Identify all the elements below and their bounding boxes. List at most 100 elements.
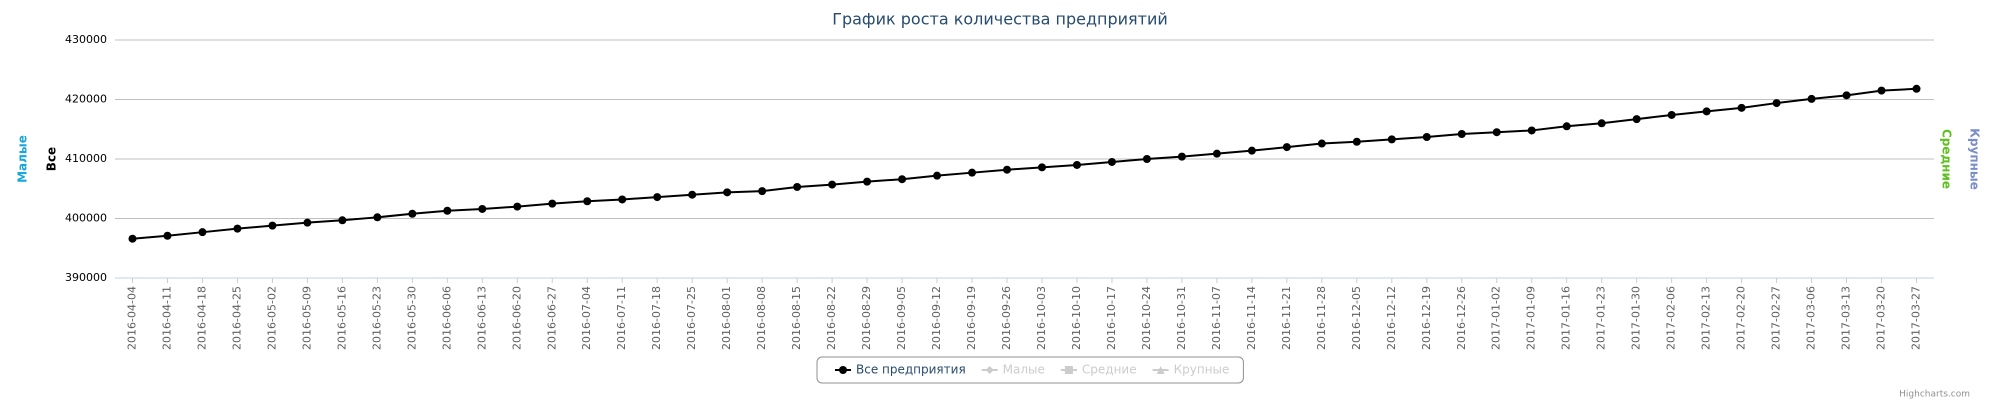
x-tick-label: 2016-12-05 <box>1350 286 1363 350</box>
point <box>1107 157 1116 166</box>
point <box>408 209 417 218</box>
x-tick-label: 2016-04-25 <box>230 286 243 350</box>
axis-title: Малые <box>16 135 30 183</box>
point <box>968 168 977 177</box>
point <box>1667 110 1676 119</box>
x-tick-label: 2016-05-02 <box>265 286 278 350</box>
x-tick-label: 2017-01-23 <box>1595 286 1608 350</box>
point <box>1737 103 1746 112</box>
point <box>1842 91 1851 100</box>
x-tick-label: 2016-06-13 <box>475 286 488 350</box>
x-tick-label: 2016-08-15 <box>790 286 803 350</box>
y-tick-label: 420000 <box>65 93 107 106</box>
point <box>163 231 172 240</box>
x-tick-label: 2016-07-25 <box>685 286 698 350</box>
x-tick-label: 2016-10-24 <box>1140 286 1153 350</box>
point <box>1247 146 1256 155</box>
x-tick-label: 2017-03-06 <box>1805 286 1818 350</box>
axis-title: Крупные <box>1968 128 1982 190</box>
x-tick-label: 2016-08-29 <box>860 286 873 350</box>
point <box>1772 99 1781 108</box>
point <box>128 234 137 243</box>
x-tick-label: 2016-07-18 <box>650 286 663 350</box>
legend-label[interactable]: Малые <box>1003 363 1045 377</box>
point <box>1457 130 1466 139</box>
point <box>985 366 994 374</box>
credits: Highcharts.com <box>1899 390 1970 400</box>
x-tick-label: 2016-11-07 <box>1210 286 1223 350</box>
axis-title: Все <box>45 147 59 171</box>
x-tick-label: 2016-09-26 <box>1000 286 1013 350</box>
x-tick-label: 2016-10-03 <box>1035 286 1048 350</box>
point <box>1492 128 1501 137</box>
x-tick-label: 2017-02-06 <box>1665 286 1678 350</box>
point <box>618 195 627 204</box>
x-tick-label: 2016-09-19 <box>965 286 978 350</box>
x-tick-label: 2017-02-27 <box>1770 286 1783 350</box>
x-tick-label: 2016-10-31 <box>1175 286 1188 350</box>
point <box>338 216 347 225</box>
point <box>793 182 802 191</box>
x-tick-label: 2016-08-01 <box>720 286 733 350</box>
point <box>898 175 907 184</box>
series-line <box>132 87 1917 240</box>
x-tick-label: 2016-05-30 <box>405 286 418 350</box>
y-tick-label: 410000 <box>65 152 107 165</box>
point <box>198 228 207 237</box>
x-tick-label: 2016-07-04 <box>580 286 593 350</box>
point <box>863 177 872 186</box>
point <box>1037 163 1046 172</box>
point <box>478 204 487 213</box>
x-tick-label: 2016-05-16 <box>335 286 348 350</box>
x-tick-label: 2017-02-13 <box>1700 286 1713 350</box>
x-tick-label: 2016-09-05 <box>895 286 908 350</box>
point <box>933 171 942 180</box>
point <box>1177 152 1186 161</box>
point <box>513 202 522 211</box>
legend-label[interactable]: Крупные <box>1174 363 1230 377</box>
y-tick-label: 390000 <box>65 271 107 284</box>
point <box>1156 366 1165 374</box>
x-tick-label: 2016-05-09 <box>300 286 313 350</box>
x-tick-label: 2017-01-02 <box>1490 286 1503 350</box>
point <box>839 366 847 374</box>
x-tick-label: 2017-01-16 <box>1560 286 1573 350</box>
point <box>233 224 242 233</box>
x-tick-label: 2016-11-28 <box>1315 286 1328 350</box>
point <box>653 193 662 202</box>
x-tick-label: 2017-03-27 <box>1910 286 1923 350</box>
legend-label[interactable]: Все предприятия <box>856 363 966 377</box>
point <box>1807 94 1816 103</box>
axis-title: Средние <box>1940 129 1954 189</box>
legend: Все предприятия Малые Средние Крупные <box>835 363 1229 377</box>
x-tick-label: 2016-10-10 <box>1070 286 1083 350</box>
chart-title: График роста количества предприятий <box>832 10 1168 29</box>
x-tick-label: 2016-11-21 <box>1280 286 1293 350</box>
point <box>1003 165 1012 174</box>
x-tick-label: 2017-03-13 <box>1840 286 1853 350</box>
point <box>688 190 697 199</box>
point <box>268 221 277 230</box>
y-tick-label: 400000 <box>65 212 107 225</box>
point <box>583 197 592 206</box>
point <box>1282 143 1291 152</box>
point <box>723 188 732 197</box>
point <box>1352 137 1361 146</box>
point <box>1422 132 1431 141</box>
x-tick-label: 2016-04-04 <box>125 286 138 350</box>
y-tick-label: 430000 <box>65 33 107 46</box>
point <box>548 199 557 208</box>
legend-label[interactable]: Средние <box>1082 363 1137 377</box>
point <box>1142 155 1151 163</box>
legend-box <box>816 356 1244 384</box>
point <box>1064 366 1073 374</box>
point <box>373 213 382 222</box>
point <box>1562 122 1571 131</box>
x-tick-label: 2016-05-23 <box>370 286 383 350</box>
x-tick-label: 2017-01-09 <box>1525 286 1538 350</box>
point <box>1597 119 1606 128</box>
x-tick-label: 2016-09-12 <box>930 286 943 350</box>
point <box>1912 84 1921 93</box>
x-tick-label: 2017-01-30 <box>1630 286 1643 350</box>
